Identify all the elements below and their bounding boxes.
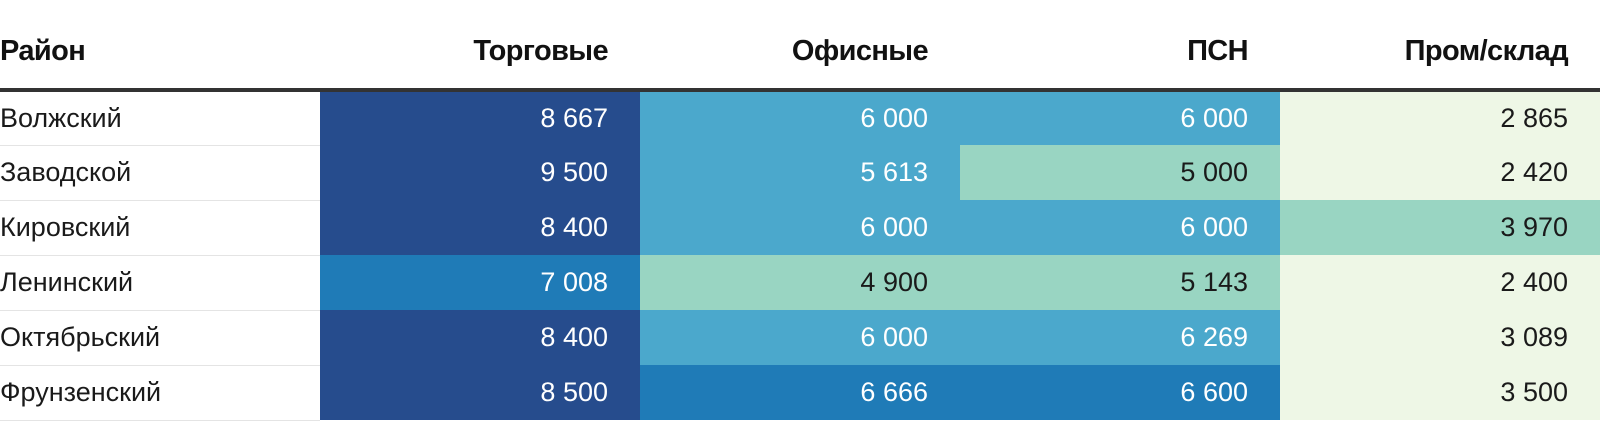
heatmap-cell-office: 4 900 <box>640 255 960 310</box>
heatmap-cell-office: 6 000 <box>640 90 960 145</box>
heatmap-cell-industrial: 3 500 <box>1280 365 1600 420</box>
heatmap-cell-psn: 6 000 <box>960 200 1280 255</box>
heatmap-cell-retail: 8 400 <box>320 310 640 365</box>
district-cell: Фрунзенский <box>0 365 320 421</box>
heatmap-cell-office: 5 613 <box>640 145 960 200</box>
heatmap-cell-industrial: 3 089 <box>1280 310 1600 365</box>
heatmap-cell-office: 6 666 <box>640 365 960 420</box>
table-row: Октябрьский 8 400 6 000 6 269 3 089 <box>0 310 1600 366</box>
heatmap-cell-retail: 8 400 <box>320 200 640 255</box>
heatmap-cell-retail: 8 500 <box>320 365 640 420</box>
heatmap-cell-psn: 5 000 <box>960 145 1280 200</box>
heatmap-cell-psn: 6 000 <box>960 90 1280 145</box>
column-header-industrial: Пром/склад <box>1280 0 1600 92</box>
district-cell: Кировский <box>0 200 320 256</box>
heatmap-cell-psn: 6 269 <box>960 310 1280 365</box>
heatmap-cell-industrial: 2 420 <box>1280 145 1600 200</box>
heatmap-cell-industrial: 2 865 <box>1280 90 1600 145</box>
column-header-office: Офисные <box>640 0 960 92</box>
heatmap-cell-industrial: 2 400 <box>1280 255 1600 310</box>
heatmap-cell-office: 6 000 <box>640 200 960 255</box>
column-header-psn: ПСН <box>960 0 1280 92</box>
table-row: Ленинский 7 008 4 900 5 143 2 400 <box>0 255 1600 311</box>
heatmap-cell-psn: 5 143 <box>960 255 1280 310</box>
district-cell: Ленинский <box>0 255 320 311</box>
district-cell: Волжский <box>0 90 320 146</box>
table-body: Волжский 8 667 6 000 6 000 2 865 Заводск… <box>0 90 1600 421</box>
heatmap-cell-retail: 7 008 <box>320 255 640 310</box>
table-row: Фрунзенский 8 500 6 666 6 600 3 500 <box>0 365 1600 421</box>
district-cell: Заводской <box>0 145 320 201</box>
district-cell: Октябрьский <box>0 310 320 366</box>
column-header-district: Район <box>0 0 320 92</box>
table-row: Волжский 8 667 6 000 6 000 2 865 <box>0 90 1600 146</box>
column-header-retail: Торговые <box>320 0 640 92</box>
heatmap-table: Район Торговые Офисные ПСН Пром/склад Во… <box>0 0 1600 421</box>
table-row: Кировский 8 400 6 000 6 000 3 970 <box>0 200 1600 256</box>
heatmap-cell-office: 6 000 <box>640 310 960 365</box>
heatmap-cell-psn: 6 600 <box>960 365 1280 420</box>
heatmap-cell-retail: 8 667 <box>320 90 640 145</box>
heatmap-cell-retail: 9 500 <box>320 145 640 200</box>
heatmap-cell-industrial: 3 970 <box>1280 200 1600 255</box>
header-row: Район Торговые Офисные ПСН Пром/склад <box>0 0 1600 92</box>
table-row: Заводской 9 500 5 613 5 000 2 420 <box>0 145 1600 201</box>
